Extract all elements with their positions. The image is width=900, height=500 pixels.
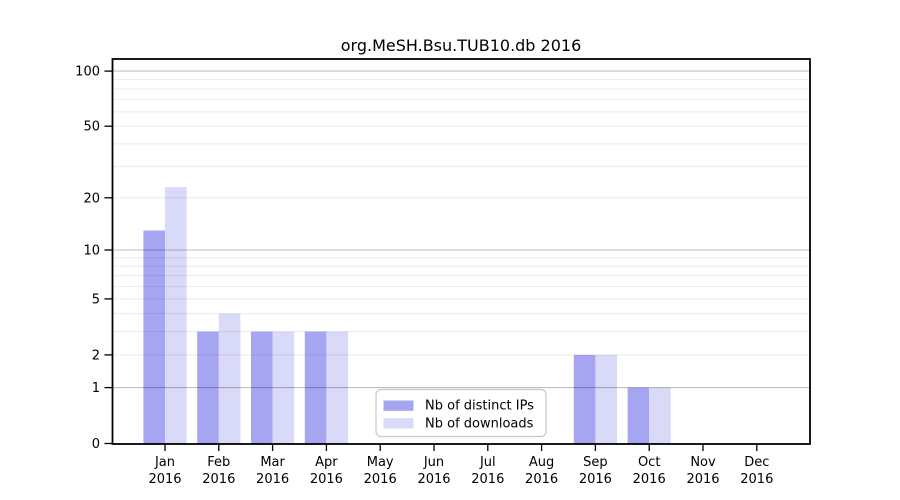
y-tick-label: 5 bbox=[92, 292, 100, 307]
x-tick-label-month: Mar bbox=[260, 455, 285, 470]
x-tick-label-month: Aug bbox=[529, 455, 554, 470]
x-tick-label-year: 2016 bbox=[579, 472, 612, 487]
x-tick-label-month: Dec bbox=[744, 455, 769, 470]
y-tick-label: 20 bbox=[83, 191, 100, 206]
x-tick-label-year: 2016 bbox=[202, 472, 235, 487]
legend-label-distinct-ips: Nb of distinct IPs bbox=[425, 399, 534, 414]
bar-downloads-sep bbox=[595, 354, 617, 444]
bar-downloads-apr bbox=[326, 331, 348, 444]
bar-distinct-ips-jan bbox=[143, 230, 165, 444]
bar-downloads-oct bbox=[649, 387, 671, 444]
bar-distinct-ips-oct bbox=[627, 387, 650, 444]
plot-border bbox=[111, 58, 811, 445]
x-tick-label-year: 2016 bbox=[256, 472, 289, 487]
y-tick-label: 10 bbox=[83, 244, 100, 259]
x-tick-label-month: Sep bbox=[583, 455, 608, 470]
x-tick-label-year: 2016 bbox=[471, 472, 504, 487]
bar-downloads-feb bbox=[218, 313, 241, 444]
y-tick-label: 100 bbox=[75, 65, 100, 80]
axis-ticks-layer: 0 1 2 5 10 20 50 100 Jan 2016 Feb 2016 Mar 2016 Apr 201… bbox=[75, 65, 773, 487]
x-tick-label-year: 2016 bbox=[633, 472, 666, 487]
bar-distinct-ips-mar bbox=[251, 331, 273, 444]
bars-layer bbox=[143, 187, 671, 444]
legend-box bbox=[375, 388, 547, 438]
legend: Nb of distinct IPs Nb of downloads bbox=[375, 388, 547, 438]
x-tick-label-year: 2016 bbox=[417, 472, 450, 487]
x-tick-label-month: Oct bbox=[638, 455, 660, 470]
bar-distinct-ips-apr bbox=[304, 331, 327, 444]
bar-distinct-ips-sep bbox=[573, 354, 596, 444]
x-tick-label-month: Jun bbox=[423, 455, 444, 470]
legend-swatch-distinct-ips-icon bbox=[383, 400, 414, 411]
grid-layer bbox=[112, 70, 810, 389]
legend-label-downloads: Nb of downloads bbox=[425, 416, 534, 431]
x-tick-label-month: Jan bbox=[154, 455, 175, 470]
x-tick-label-month: May bbox=[367, 455, 394, 470]
x-tick-label-month: Jul bbox=[479, 455, 496, 470]
y-tick-label: 0 bbox=[92, 437, 100, 452]
x-tick-label-year: 2016 bbox=[310, 472, 343, 487]
x-tick-label-month: Nov bbox=[690, 455, 716, 470]
y-tick-label: 2 bbox=[92, 348, 100, 363]
legend-swatch-downloads-icon bbox=[383, 418, 414, 429]
x-tick-label-year: 2016 bbox=[148, 472, 181, 487]
x-tick-label-month: Feb bbox=[207, 455, 230, 470]
y-tick-label: 50 bbox=[83, 120, 100, 135]
bar-downloads-jan bbox=[165, 187, 187, 444]
x-tick-label-year: 2016 bbox=[364, 472, 397, 487]
bar-downloads-mar bbox=[272, 331, 295, 444]
x-tick-label-year: 2016 bbox=[740, 472, 773, 487]
bar-distinct-ips-feb bbox=[197, 331, 219, 444]
x-tick-label-month: Apr bbox=[315, 455, 338, 470]
x-tick-label-year: 2016 bbox=[686, 472, 719, 487]
chart-title: org.MeSH.Bsu.TUB10.db 2016 bbox=[341, 36, 582, 55]
x-tick-label-year: 2016 bbox=[525, 472, 558, 487]
y-tick-label: 1 bbox=[92, 381, 100, 396]
